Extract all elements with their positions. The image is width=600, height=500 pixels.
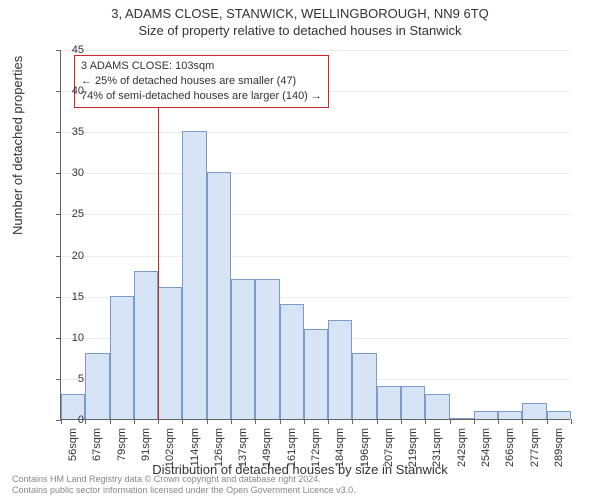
histogram-bar: [328, 320, 352, 419]
marker-line: [158, 65, 159, 419]
annotation-line-1: 3 ADAMS CLOSE: 103sqm: [81, 59, 322, 74]
y-tick-label: 0: [44, 414, 84, 426]
y-tick-label: 20: [44, 250, 84, 262]
histogram-bar: [182, 131, 206, 419]
footer: Contains HM Land Registry data © Crown c…: [12, 474, 356, 496]
annotation-line-3: 74% of semi-detached houses are larger (…: [81, 89, 322, 104]
histogram-bar: [450, 418, 474, 419]
chart-title: 3, ADAMS CLOSE, STANWICK, WELLINGBOROUGH…: [0, 0, 600, 21]
histogram-bar: [425, 394, 449, 419]
histogram-bar: [352, 353, 376, 419]
y-tick-label: 15: [44, 291, 84, 303]
histogram-bar: [110, 296, 134, 419]
chart-container: 3, ADAMS CLOSE, STANWICK, WELLINGBOROUGH…: [0, 0, 600, 500]
annotation-box: 3 ADAMS CLOSE: 103sqm ← 25% of detached …: [74, 55, 329, 108]
histogram-bar: [231, 279, 255, 419]
histogram-bar: [474, 411, 498, 419]
histogram-bar: [85, 353, 109, 419]
histogram-bar: [498, 411, 522, 419]
y-tick-label: 5: [44, 373, 84, 385]
histogram-bar: [547, 411, 571, 419]
histogram-bar: [134, 271, 158, 419]
y-tick-label: 30: [44, 167, 84, 179]
histogram-bar: [522, 403, 546, 419]
histogram-bar: [280, 304, 304, 419]
chart-subtitle: Size of property relative to detached ho…: [0, 21, 600, 38]
y-tick-label: 25: [44, 208, 84, 220]
histogram-bar: [401, 386, 425, 419]
y-tick-label: 45: [44, 44, 84, 56]
y-tick-label: 35: [44, 126, 84, 138]
y-tick-label: 40: [44, 85, 84, 97]
annotation-line-2: ← 25% of detached houses are smaller (47…: [81, 74, 322, 89]
y-axis-title: Number of detached properties: [10, 56, 25, 235]
histogram-bar: [304, 329, 328, 419]
histogram-bar: [207, 172, 231, 419]
histogram-bar: [158, 287, 182, 419]
y-tick-label: 10: [44, 332, 84, 344]
footer-line-2: Contains public sector information licen…: [12, 485, 356, 496]
histogram-bar: [255, 279, 279, 419]
footer-line-1: Contains HM Land Registry data © Crown c…: [12, 474, 356, 485]
histogram-bar: [377, 386, 401, 419]
